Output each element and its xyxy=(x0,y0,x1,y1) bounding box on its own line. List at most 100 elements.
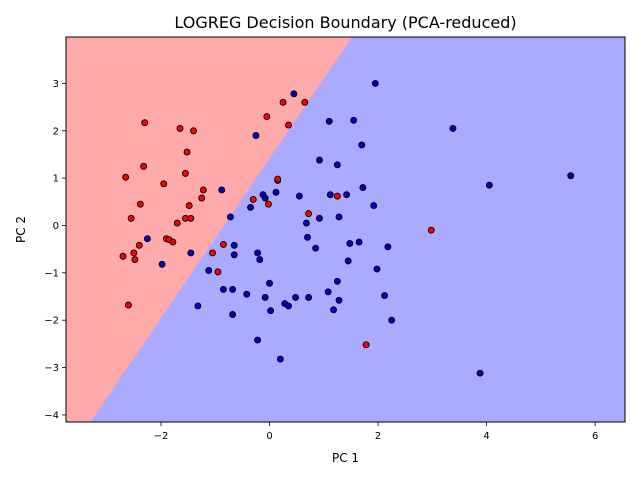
scatter-point xyxy=(135,241,143,249)
scatter-point xyxy=(326,191,334,199)
plot-frame xyxy=(65,36,626,423)
scatter-point xyxy=(384,243,392,251)
scatter-point xyxy=(243,290,251,298)
scatter-point xyxy=(254,336,262,344)
scatter-point xyxy=(272,188,280,196)
scatter-point xyxy=(476,369,484,377)
scatter-point xyxy=(333,277,341,285)
scatter-point xyxy=(131,256,139,264)
scatter-point xyxy=(301,98,309,106)
scatter-point xyxy=(304,233,311,241)
x-tick-label: 2 xyxy=(375,431,381,442)
region-red xyxy=(66,37,353,422)
scatter-point xyxy=(256,256,264,264)
scatter-point xyxy=(249,195,257,203)
scatter-point xyxy=(194,302,202,310)
scatter-point xyxy=(264,200,272,208)
scatter-point xyxy=(218,186,226,194)
scatter-point xyxy=(252,132,260,139)
scatter-point xyxy=(169,238,177,246)
scatter-point xyxy=(371,79,379,87)
scatter-point xyxy=(344,257,352,265)
scatter-point xyxy=(124,301,132,309)
scatter-point xyxy=(315,156,323,164)
scatter-point xyxy=(359,184,367,192)
scatter-point xyxy=(343,191,351,199)
scatter-point xyxy=(199,186,207,194)
scatter-point xyxy=(370,202,378,210)
scatter-point xyxy=(324,288,332,296)
x-tick-label: 4 xyxy=(483,431,489,442)
scatter-point xyxy=(274,175,282,183)
scatter-point xyxy=(176,124,184,132)
scatter-point xyxy=(279,98,287,106)
scatter-point xyxy=(173,219,181,227)
scatter-point xyxy=(335,213,343,221)
scatter-point xyxy=(285,302,292,310)
scatter-point xyxy=(190,127,197,135)
y-tick-label: 3 xyxy=(53,79,59,90)
y-tick-label: −4 xyxy=(44,410,59,421)
x-tick-label: 0 xyxy=(266,431,272,442)
scatter-point xyxy=(373,265,381,273)
scatter-point xyxy=(295,192,303,200)
scatter-point xyxy=(261,194,269,202)
scatter-point xyxy=(130,249,138,257)
scatter-point xyxy=(214,268,222,276)
scatter-point xyxy=(122,173,130,181)
scatter-point xyxy=(247,204,254,211)
scatter-point xyxy=(229,311,237,318)
scatter-point xyxy=(226,213,234,221)
scatter-point xyxy=(209,249,216,257)
scatter-point xyxy=(230,241,238,249)
scatter-point xyxy=(355,238,363,246)
scatter-point xyxy=(187,214,195,222)
scatter-point xyxy=(198,194,206,202)
scatter-point xyxy=(185,202,193,210)
scatter-point xyxy=(305,294,313,301)
scatter-point xyxy=(312,244,320,252)
scatter-point xyxy=(333,192,341,200)
scatter-point xyxy=(119,252,127,260)
scatter-point xyxy=(160,180,168,188)
scatter-point xyxy=(267,307,275,315)
scatter-point xyxy=(187,249,195,257)
scatter-point xyxy=(292,294,300,301)
scatter-point xyxy=(276,355,284,363)
scatter-point xyxy=(346,240,354,247)
scatter-point xyxy=(350,116,358,124)
scatter-point xyxy=(315,214,323,222)
scatter-point xyxy=(358,141,366,149)
scatter-point xyxy=(219,240,227,248)
scatter-point xyxy=(325,117,333,125)
scatter-point xyxy=(143,235,151,243)
scatter-point xyxy=(158,260,166,268)
scatter-point xyxy=(330,306,338,314)
scatter-point xyxy=(229,285,237,293)
scatter-point xyxy=(219,285,227,293)
x-axis-label: PC 1 xyxy=(332,451,359,465)
scatter-point xyxy=(230,251,238,259)
y-tick-label: −3 xyxy=(44,363,59,374)
y-axis-label: PC 2 xyxy=(14,216,28,243)
y-tick-label: 1 xyxy=(53,174,59,185)
scatter-point xyxy=(388,316,396,324)
scatter-point xyxy=(141,119,149,127)
scatter-point xyxy=(205,267,213,274)
x-tick-label: −2 xyxy=(154,431,169,442)
scatter-point xyxy=(127,214,135,222)
y-tick-label: 2 xyxy=(53,126,59,137)
scatter-point xyxy=(335,296,343,304)
scatter-point xyxy=(285,121,292,129)
scatter-point xyxy=(449,124,457,132)
chart-title: LOGREG Decision Boundary (PCA-reduced) xyxy=(174,13,516,32)
y-tick-label: −1 xyxy=(44,268,59,279)
scatter-point xyxy=(305,210,313,218)
scatter-point xyxy=(381,292,389,300)
scatter-point xyxy=(136,200,144,208)
scatter-point xyxy=(261,294,269,301)
scatter-point xyxy=(263,113,271,121)
scatter-point xyxy=(333,161,341,169)
y-tick-label: −2 xyxy=(44,316,59,327)
